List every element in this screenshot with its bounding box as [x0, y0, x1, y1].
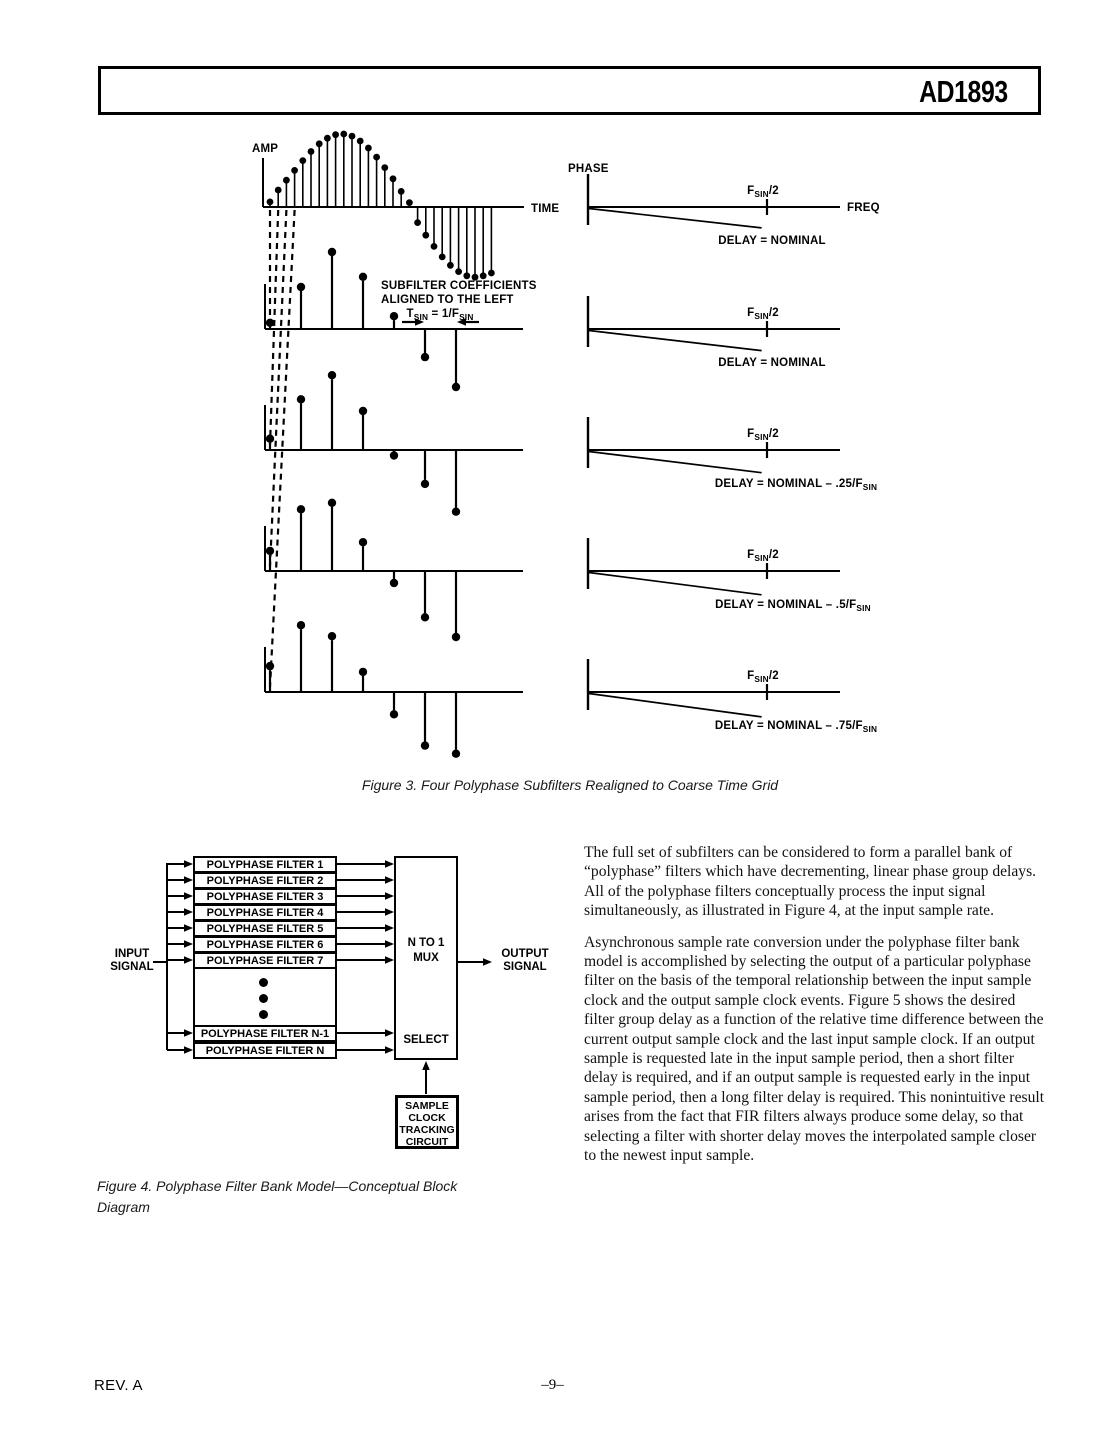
delay-annotation: DELAY = NOMINAL – .75/FSIN	[715, 720, 877, 734]
phase-plot-1: FSIN/2 DELAY = NOMINAL PHASE FREQ	[568, 163, 880, 247]
figure4-caption: Figure 4. Polyphase Filter Bank Model—Co…	[97, 1176, 577, 1218]
figure3-caption: Figure 3. Four Polyphase Subfilters Real…	[361, 777, 779, 793]
amp-axis-label: AMP	[252, 143, 278, 155]
polyphase-filter-box: POLYPHASE FILTER 4	[193, 904, 337, 921]
ellipsis-dot	[259, 1010, 268, 1019]
body-text: The full set of subfilters can be consid…	[584, 843, 1046, 1178]
polyphase-filter-box: POLYPHASE FILTER 1	[193, 856, 337, 873]
polyphase-filter-box: POLYPHASE FILTER 6	[193, 936, 337, 953]
fsin-over-2-tick-label: FSIN/2	[747, 549, 779, 563]
subfilter-note-line1: SUBFILTER COEFFICIENTS	[381, 280, 537, 292]
figure4-connectors	[153, 860, 492, 1094]
part-number: AD1893	[919, 74, 1008, 109]
tracking-box-line: CIRCUIT	[405, 1136, 449, 1148]
polyphase-filter-stack: POLYPHASE FILTER 1 POLYPHASE FILTER 2 POLY…	[193, 856, 337, 1060]
revision-label: REV. A	[94, 1377, 143, 1394]
polyphase-filter-box: POLYPHASE FILTER 2	[193, 872, 337, 889]
delay-annotation: DELAY = NOMINAL	[718, 235, 825, 247]
page-number: –9–	[541, 1377, 564, 1393]
figure4-caption-line1: Figure 4. Polyphase Filter Bank Model—Co…	[97, 1178, 458, 1194]
tsin-label: TSIN = 1/FSIN	[406, 308, 473, 322]
phase-plot-2: FSIN/2 DELAY = NOMINAL	[586, 296, 840, 369]
fsin-over-2-tick-label: FSIN/2	[747, 307, 779, 321]
polyphase-filter-box: POLYPHASE FILTER N-1	[193, 1025, 337, 1042]
input-signal-label-line1: INPUT	[114, 948, 150, 960]
figure4-caption-line2: Diagram	[97, 1199, 150, 1215]
polyphase-filter-box: POLYPHASE FILTER 3	[193, 888, 337, 905]
subfilter-note: SUBFILTER COEFFICIENTS ALIGNED TO THE LEF…	[381, 280, 537, 326]
output-signal-label: OUTPUT SIGNAL	[494, 948, 556, 974]
header-rule-box: AD1893	[98, 66, 1041, 115]
polyphase-filter-box: POLYPHASE FILTER 5	[193, 920, 337, 937]
fsin-over-2-tick-label: FSIN/2	[747, 670, 779, 684]
tracking-box-line: CLOCK	[408, 1112, 446, 1124]
phase-plot-5: FSIN/2 DELAY = NOMINAL – .75/FSIN	[586, 659, 877, 734]
body-paragraph: The full set of subfilters can be consid…	[584, 844, 1037, 920]
alignment-dashed-lines	[268, 209, 296, 688]
input-signal-label: INPUT SIGNAL	[103, 948, 161, 974]
tracking-box-line: TRACKING	[399, 1124, 455, 1136]
mux-label-line2: MUX	[413, 952, 439, 964]
phase-axis-label: PHASE	[568, 163, 609, 175]
mux-box: N TO 1 MUX SELECT	[394, 856, 458, 1060]
subfilter-stem-plot-4	[264, 621, 523, 758]
input-stem-plot: AMP TIME	[252, 130, 559, 281]
ellipsis-dot	[259, 994, 268, 1003]
ellipsis-dot	[259, 978, 268, 987]
filter-stack-rails	[193, 967, 337, 1027]
select-label: SELECT	[403, 1034, 449, 1046]
delay-annotation: DELAY = NOMINAL – .5/FSIN	[715, 599, 871, 613]
time-axis-label: TIME	[531, 203, 559, 215]
delay-annotation: DELAY = NOMINAL	[718, 357, 825, 369]
subfilter-stem-plot-3	[264, 498, 523, 642]
body-paragraph: Asynchronous sample rate conversion unde…	[584, 933, 1045, 1165]
input-signal-label-line2: SIGNAL	[110, 961, 154, 973]
output-signal-label-line2: SIGNAL	[503, 961, 547, 973]
tracking-box-line: SAMPLE	[405, 1100, 449, 1112]
subfilter-note-line2: ALIGNED TO THE LEFT	[381, 294, 514, 306]
fsin-over-2-tick-label: FSIN/2	[747, 428, 779, 442]
fsin-over-2-tick-label: FSIN/2	[747, 185, 779, 199]
polyphase-filter-box: POLYPHASE FILTER 7	[193, 952, 337, 969]
delay-annotation: DELAY = NOMINAL – .25/FSIN	[715, 478, 877, 492]
freq-axis-label: FREQ	[847, 202, 880, 214]
mux-label-line1: N TO 1	[407, 937, 445, 949]
output-signal-label-line1: OUTPUT	[501, 948, 549, 960]
subfilter-stem-plot-2	[264, 371, 523, 516]
phase-plot-3: FSIN/2 DELAY = NOMINAL – .25/FSIN	[586, 417, 877, 492]
sample-clock-tracking-box: SAMPLE CLOCK TRACKING CIRCUIT	[395, 1095, 459, 1149]
mux-label: N TO 1 MUX	[396, 936, 456, 966]
polyphase-filter-box: POLYPHASE FILTER N	[193, 1042, 337, 1059]
subfilter-stem-plot-1	[264, 247, 523, 392]
phase-plot-4: FSIN/2 DELAY = NOMINAL – .5/FSIN	[586, 538, 871, 613]
